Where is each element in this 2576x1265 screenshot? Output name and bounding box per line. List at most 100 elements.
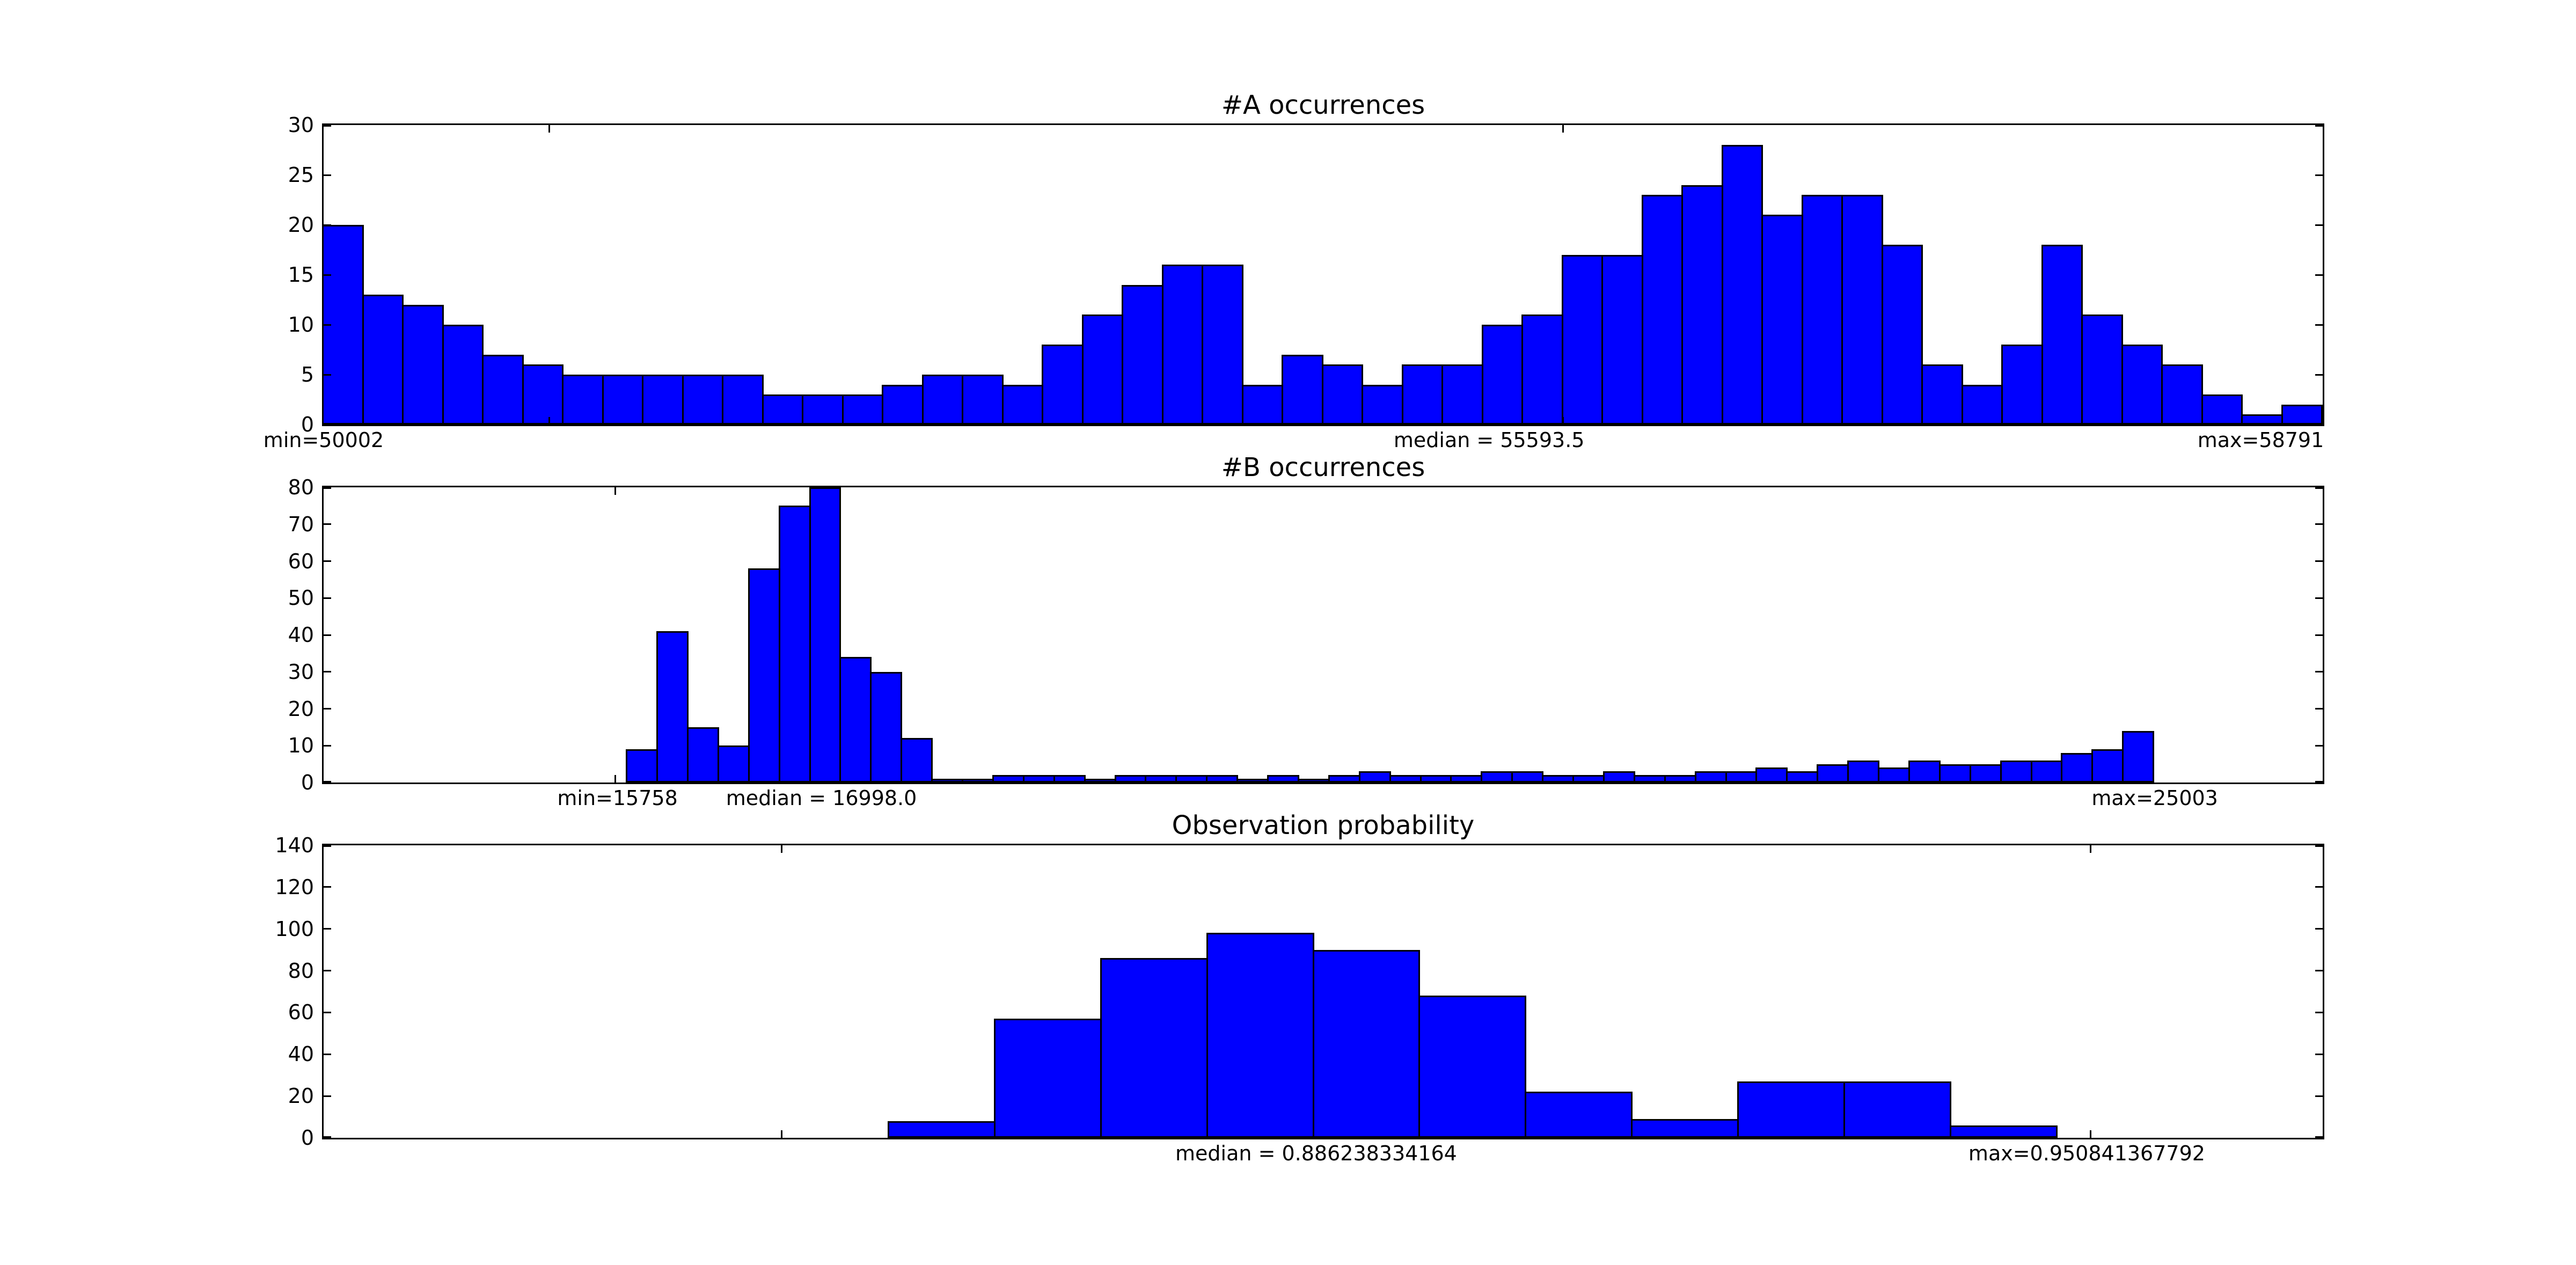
a-occurrences-histogram-bar	[921, 375, 963, 425]
a-occurrences-histogram-xtick-mark	[548, 417, 551, 425]
a-occurrences-histogram-bar	[2001, 345, 2043, 425]
a-occurrences-histogram-ytick-label: 5	[301, 363, 314, 386]
b-occurrences-histogram-bar	[1053, 775, 1086, 783]
observation-probability-histogram-ytick-label: 60	[288, 1000, 314, 1025]
b-occurrences-histogram-title: #B occurrences	[1221, 452, 1425, 483]
a-occurrences-histogram-ytick-mark	[2315, 125, 2323, 127]
b-occurrences-histogram-ytick-label: 0	[301, 771, 314, 794]
b-occurrences-histogram-bar	[778, 506, 811, 783]
b-occurrences-histogram-bar	[1114, 775, 1147, 783]
b-occurrences-histogram-bar	[1022, 775, 1055, 783]
b-occurrences-histogram-bar	[870, 672, 903, 783]
a-occurrences-histogram-ytick-label: 30	[288, 113, 314, 137]
a-occurrences-histogram-xtick-mark	[1562, 417, 1564, 425]
b-occurrences-histogram-bar	[1450, 775, 1483, 783]
a-occurrences-histogram-bar	[722, 375, 764, 425]
b-occurrences-histogram-ytick-mark	[324, 487, 331, 489]
b-occurrences-histogram-bar	[626, 749, 658, 783]
b-occurrences-histogram-bar	[748, 568, 780, 783]
observation-probability-histogram-ytick-mark	[324, 886, 331, 888]
b-occurrences-histogram-bar	[839, 657, 872, 783]
observation-probability-histogram-ytick-mark	[2315, 845, 2323, 847]
a-occurrences-histogram-bar	[1441, 364, 1483, 425]
observation-probability-histogram-title: Observation probability	[1172, 810, 1475, 841]
a-occurrences-histogram-bar	[2161, 364, 2203, 425]
b-occurrences-histogram-ytick-mark	[324, 781, 331, 783]
a-occurrences-histogram-ytick-label: 10	[288, 313, 314, 337]
b-occurrences-histogram-bar	[1878, 767, 1910, 783]
a-occurrences-histogram-bar	[602, 375, 643, 425]
b-occurrences-histogram-bar	[2061, 753, 2094, 783]
b-occurrences-histogram-bar	[1084, 779, 1116, 783]
a-occurrences-histogram-bar	[962, 375, 1004, 425]
b-occurrences-histogram-bar	[1817, 764, 1849, 783]
b-occurrences-histogram-bar	[1969, 764, 2002, 783]
a-occurrences-histogram-bar	[2121, 345, 2163, 425]
b-occurrences-histogram-ytick-mark	[2315, 781, 2323, 783]
a-occurrences-histogram-bar	[2041, 245, 2083, 425]
b-occurrences-histogram-bar	[962, 779, 994, 783]
b-occurrences-histogram-ytick-mark	[2315, 523, 2323, 525]
b-occurrences-histogram-plot-area: #B occurrences 0 10 20 30 40 50 60 70 80 min=15758…	[288, 454, 2324, 810]
a-occurrences-histogram-annotation: max=58791	[2197, 428, 2324, 452]
b-occurrences-histogram-bar	[1328, 775, 1360, 783]
observation-probability-histogram-ytick-mark	[2315, 1011, 2323, 1013]
a-occurrences-histogram-bar	[1521, 315, 1563, 425]
b-occurrences-histogram-bar	[1755, 767, 1788, 783]
b-occurrences-histogram-ytick-mark	[2315, 487, 2323, 489]
observation-probability-histogram-ytick-label: 100	[275, 917, 314, 941]
a-occurrences-histogram-ytick-mark	[2315, 423, 2323, 425]
observation-probability-histogram-ytick-mark	[2315, 1136, 2323, 1138]
observation-probability-histogram-ytick-mark	[2315, 1053, 2323, 1055]
a-occurrences-histogram-bar	[562, 375, 604, 425]
a-occurrences-histogram-ytick-label: 25	[288, 163, 314, 187]
a-occurrences-histogram-bar	[1081, 315, 1123, 425]
observation-probability-histogram-ytick-label: 20	[288, 1084, 314, 1108]
a-occurrences-histogram-bar	[482, 355, 524, 425]
a-occurrences-histogram-plot-area: #A occurrences 0 5 10 15 20 25 30 min=50002 media…	[264, 91, 2324, 452]
b-occurrences-histogram-bar	[1694, 771, 1727, 783]
b-occurrences-histogram-bar	[2030, 761, 2063, 783]
a-occurrences-histogram-bar	[1001, 385, 1043, 425]
b-occurrences-histogram-ytick-mark	[2315, 634, 2323, 636]
a-occurrences-histogram-ytick-mark	[2315, 224, 2323, 226]
b-occurrences-histogram-ytick-label: 70	[288, 512, 314, 536]
a-occurrences-histogram-bar	[362, 295, 404, 425]
b-occurrences-histogram-annotation: min=15758	[557, 786, 678, 810]
b-occurrences-histogram-ytick-mark	[324, 671, 331, 673]
b-occurrences-histogram-bar	[1145, 775, 1177, 783]
observation-probability-histogram-bar	[1950, 1125, 2058, 1138]
a-occurrences-histogram-bar	[1601, 255, 1643, 425]
b-occurrences-histogram-bar	[1481, 771, 1513, 783]
a-occurrences-histogram-bar	[1321, 364, 1363, 425]
a-occurrences-histogram-bar	[1641, 195, 1683, 425]
a-occurrences-histogram-bar	[1961, 385, 2003, 425]
a-occurrences-histogram-bar	[1481, 325, 1523, 425]
b-occurrences-histogram-bar	[992, 775, 1024, 783]
a-occurrences-histogram-bar	[841, 394, 883, 425]
b-occurrences-histogram-ytick-mark	[2315, 708, 2323, 710]
b-occurrences-histogram-bar	[1206, 775, 1239, 783]
a-occurrences-histogram-bar	[1362, 385, 1403, 425]
b-occurrences-histogram-bar	[1419, 775, 1452, 783]
a-occurrences-histogram-bar	[1202, 265, 1243, 425]
b-occurrences-histogram-bar	[809, 487, 841, 783]
b-occurrences-histogram-ytick-mark	[324, 560, 331, 562]
b-occurrences-histogram-ytick-label: 30	[288, 660, 314, 684]
b-occurrences-histogram-annotation: median = 16998.0	[726, 786, 917, 810]
a-occurrences-histogram-bar	[442, 325, 484, 425]
b-occurrences-histogram-bar	[686, 727, 719, 783]
b-occurrences-histogram-ytick-mark	[324, 523, 331, 525]
observation-probability-histogram-xtick-mark	[2090, 845, 2092, 853]
b-occurrences-histogram-bar	[1602, 771, 1635, 783]
a-occurrences-histogram-bar	[642, 375, 684, 425]
a-occurrences-histogram-bar	[1282, 355, 1323, 425]
b-occurrences-histogram-annotation: max=25003	[2091, 786, 2218, 810]
b-occurrences-histogram-ytick-mark	[2315, 671, 2323, 673]
b-occurrences-histogram-ytick-label: 60	[288, 549, 314, 573]
a-occurrences-histogram-bar	[2281, 405, 2323, 425]
a-occurrences-histogram-ytick-mark	[2315, 324, 2323, 326]
observation-probability-histogram-ytick-label: 80	[288, 959, 314, 983]
a-occurrences-histogram-bar	[802, 394, 844, 425]
